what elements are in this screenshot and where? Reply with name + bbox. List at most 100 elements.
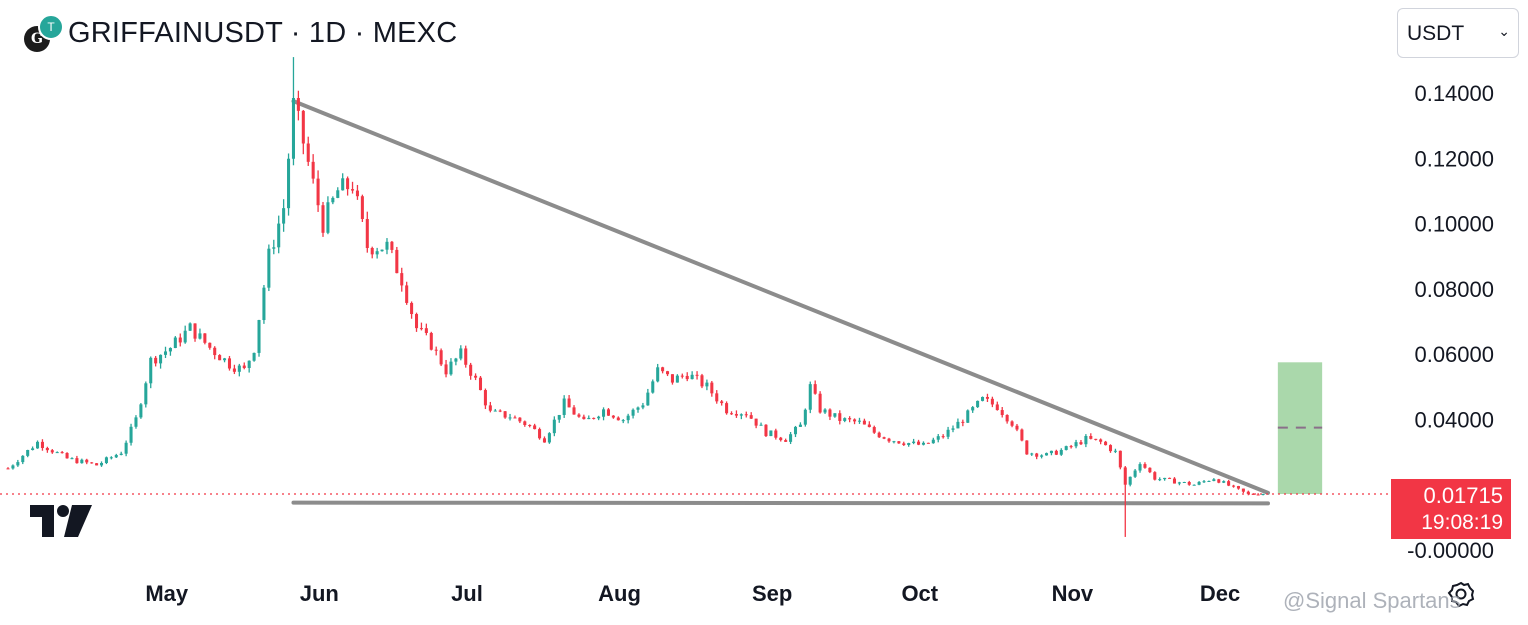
candle-body (419, 328, 423, 330)
target-zone (1277, 362, 1323, 495)
candle-body (1000, 410, 1004, 416)
candle (823, 408, 827, 414)
candle-body (862, 420, 866, 425)
candle (872, 425, 876, 434)
candle (803, 408, 807, 427)
candle (1192, 484, 1196, 486)
candle-body (124, 442, 128, 454)
candle-body (606, 409, 610, 416)
candle-body (311, 161, 315, 179)
candle (956, 418, 960, 429)
candle (449, 358, 453, 376)
candle (154, 355, 158, 367)
candle-body (1256, 494, 1260, 496)
candle-body (542, 438, 547, 443)
candle-body (572, 407, 576, 415)
candle (109, 456, 113, 460)
candle (469, 362, 473, 380)
candle (907, 442, 911, 447)
candle (380, 249, 384, 252)
candle (1251, 493, 1255, 495)
candle-body (557, 414, 561, 420)
candle (119, 451, 123, 456)
price-axis: 0.14000 0.12000 0.10000 0.08000 0.06000 0.040… (1407, 81, 1494, 563)
candle (16, 459, 20, 467)
candle (547, 432, 551, 444)
candle-body (1030, 453, 1034, 455)
candle (818, 391, 822, 414)
candle-body (1108, 445, 1113, 452)
candle (597, 415, 601, 421)
candle (390, 240, 394, 254)
candle-body (828, 409, 832, 417)
candle-body (892, 441, 896, 443)
support-line (291, 500, 1270, 506)
candle (848, 416, 852, 423)
candle-body (1222, 481, 1226, 483)
candle (1158, 477, 1162, 482)
candle-body (267, 248, 271, 288)
candle (670, 374, 674, 385)
candle (296, 90, 300, 121)
candle-body (257, 320, 261, 353)
candle (902, 441, 906, 446)
candle-body (912, 441, 916, 444)
candle (508, 413, 512, 421)
candle (80, 458, 84, 464)
candle (523, 420, 527, 427)
candle (227, 355, 232, 371)
candle (1084, 434, 1088, 448)
candle (971, 406, 975, 413)
candle (1015, 423, 1019, 432)
candle (385, 238, 389, 255)
candle (744, 411, 748, 418)
candle (611, 415, 615, 419)
candle-body (1241, 488, 1245, 492)
candle (749, 412, 753, 419)
candle (1241, 488, 1245, 494)
candles (6, 57, 1265, 537)
candle (1113, 448, 1117, 454)
candle (232, 364, 236, 375)
candle (1030, 452, 1034, 456)
candle-body (818, 393, 822, 413)
candle-body (405, 285, 409, 303)
candle (454, 357, 458, 366)
candle (114, 453, 118, 458)
candle-body (887, 438, 891, 442)
candle (798, 422, 802, 427)
candle (1197, 481, 1201, 486)
candle (50, 449, 54, 454)
candle-body (1025, 440, 1029, 455)
candle-body (90, 462, 94, 464)
candle (552, 416, 556, 437)
candle-body (232, 368, 236, 372)
candle (715, 390, 719, 404)
candle (690, 371, 694, 380)
candle (365, 211, 369, 253)
candle-body (666, 371, 670, 375)
candle-body (1104, 441, 1108, 446)
logo-letter: G (31, 31, 43, 47)
candle-body (331, 197, 335, 203)
tradingview-logo-icon[interactable] (30, 505, 92, 537)
candle-body (282, 208, 286, 224)
candle (474, 373, 478, 381)
candle-body (1138, 464, 1142, 471)
candle (168, 347, 172, 356)
candle (326, 196, 330, 235)
candle (621, 419, 625, 424)
candle-body (188, 323, 192, 331)
candle (355, 184, 359, 200)
candle-body (410, 302, 414, 315)
currency-select[interactable]: USDT ⌄ (1397, 8, 1519, 58)
candle (55, 451, 59, 454)
candle (1246, 490, 1250, 496)
candle-body (360, 196, 364, 220)
candle-body (838, 413, 842, 421)
gear-icon[interactable] (1447, 580, 1475, 608)
candle (26, 449, 30, 458)
candle-body (651, 381, 655, 393)
candle (405, 281, 409, 305)
